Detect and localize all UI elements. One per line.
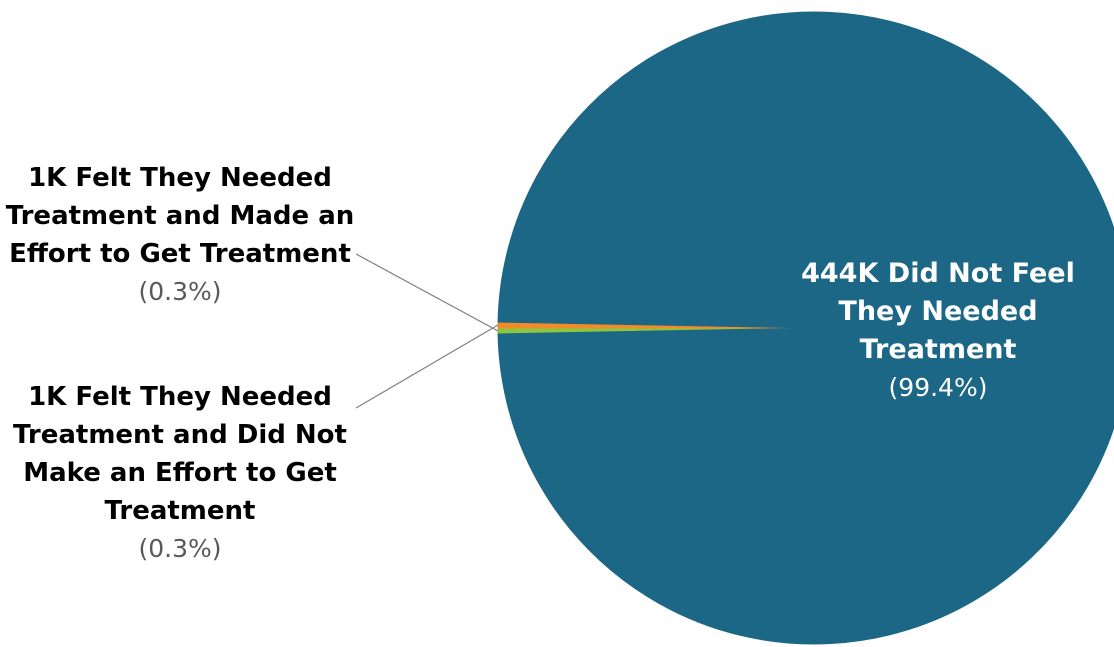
slice-label-2-line-2: Make an Effort to Get <box>23 458 337 488</box>
slice-labels: 444K Did Not Feel They Needed Treatment (99… <box>6 163 1075 563</box>
slice-label-0-line-0: 444K Did Not Feel <box>801 258 1075 289</box>
slice-label-2-line-3: Treatment <box>105 496 256 526</box>
slice-label-2-line-0: 1K Felt They Needed <box>28 382 332 412</box>
pie-slices <box>497 11 1114 645</box>
slice-label-1-line-2: Effort to Get Treatment <box>9 239 351 269</box>
leader-line-1 <box>355 253 499 332</box>
slice-label-0-line-1: They Needed <box>838 296 1037 327</box>
slice-label-2-line-1: Treatment and Did Not <box>13 420 347 450</box>
slice-percent-0: (99.4%) <box>889 373 988 402</box>
leader-line-2 <box>355 324 499 409</box>
leader-lines <box>355 253 499 409</box>
pie-slice-0 <box>497 11 1114 645</box>
slice-label-1-line-1: Treatment and Made an <box>6 201 355 231</box>
slice-percent-2: (0.3%) <box>138 534 221 563</box>
slice-percent-1: (0.3%) <box>138 277 221 306</box>
slice-label-0-line-2: Treatment <box>860 334 1017 365</box>
slice-label-1-line-0: 1K Felt They Needed <box>28 163 332 193</box>
